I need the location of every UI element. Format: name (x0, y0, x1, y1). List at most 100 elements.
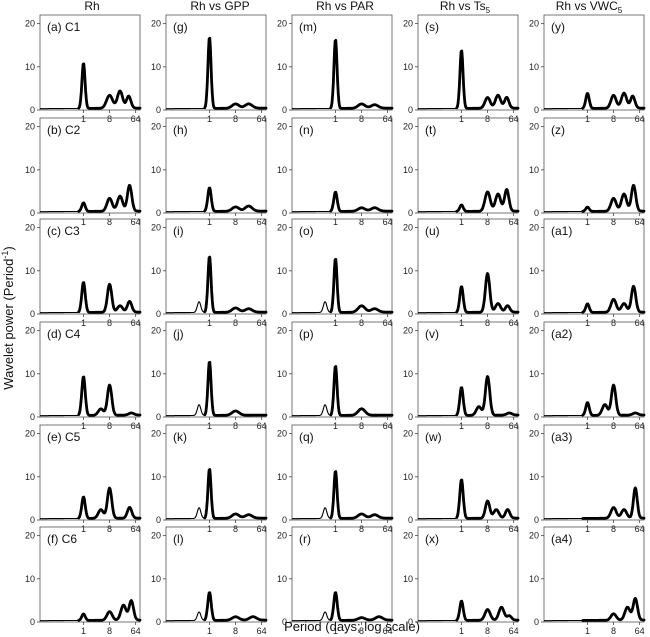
x-tick-label: 1 (333, 114, 338, 124)
panel-label: (i) (173, 224, 184, 238)
y-tick-label: 20 (277, 326, 287, 336)
y-tick-label: 0 (156, 105, 161, 115)
y-tick-label: 20 (277, 223, 287, 233)
y-tick-label: 0 (282, 617, 287, 627)
panel-label: (r) (299, 532, 311, 546)
x-tick-label: 1 (207, 114, 212, 124)
y-tick-label: 0 (156, 309, 161, 319)
panel-label: (u) (425, 224, 440, 238)
x-tick-label: 8 (485, 626, 490, 636)
x-tick-label: 8 (485, 318, 490, 328)
panel: 0 10 20 1 8 64 (t) (403, 117, 520, 227)
panel-label: (c) C3 (47, 224, 80, 238)
x-tick-label: 1 (207, 318, 212, 328)
y-tick-label: 20 (529, 531, 539, 541)
x-tick-label: 8 (359, 114, 364, 124)
column-header-text: Rh vs Ts (440, 0, 486, 13)
series-line-significant (455, 49, 520, 110)
y-tick-label: 20 (403, 122, 413, 132)
x-tick-label: 8 (233, 524, 238, 534)
x-tick-label: 64 (131, 421, 141, 431)
y-tick-label: 0 (30, 412, 35, 422)
panel-frame (417, 14, 519, 111)
x-tick-label: 64 (635, 626, 645, 636)
x-tick-label: 64 (383, 114, 393, 124)
y-tick-label: 10 (151, 62, 161, 72)
panel-frame (165, 526, 267, 623)
panel-frame (291, 424, 393, 521)
y-tick-label: 0 (408, 412, 413, 422)
x-tick-label: 1 (585, 421, 590, 431)
x-tick-label: 1 (585, 524, 590, 534)
y-tick-label: 20 (529, 223, 539, 233)
x-tick-label: 64 (257, 524, 267, 534)
panel: 0 10 20 1 8 64 (j) (151, 321, 268, 431)
x-tick-label: 64 (635, 318, 645, 328)
y-tick-label: 10 (151, 266, 161, 276)
x-tick-label: 1 (459, 524, 464, 534)
y-tick-label: 0 (30, 515, 35, 525)
x-tick-label: 64 (131, 626, 141, 636)
panel-label: (a2) (551, 327, 572, 341)
series-line-thin (40, 210, 79, 213)
series-line-thin (166, 611, 206, 622)
panel-frame (543, 526, 645, 623)
x-tick-label: 8 (611, 217, 616, 227)
series-line-significant (203, 468, 268, 520)
y-tick-label: 20 (25, 223, 35, 233)
x-axis-title: Period (days; log scale) (284, 619, 420, 634)
y-tick-label: 10 (151, 369, 161, 379)
x-tick-label: 1 (81, 524, 86, 534)
y-tick-label: 0 (282, 105, 287, 115)
y-tick-label: 20 (403, 429, 413, 439)
x-tick-label: 64 (131, 318, 141, 328)
series-line-significant (203, 591, 268, 622)
x-tick-label: 1 (459, 217, 464, 227)
x-tick-label: 1 (333, 217, 338, 227)
y-tick-label: 10 (529, 266, 539, 276)
panel-label: (z) (551, 123, 565, 137)
y-tick-label: 20 (25, 122, 35, 132)
panel: 0 10 20 1 8 64 (z) (529, 117, 646, 227)
y-tick-label: 20 (151, 122, 161, 132)
series-line-thin (418, 414, 458, 417)
column-header: Rh vs Ts5 (440, 0, 491, 15)
y-tick-label: 20 (277, 122, 287, 132)
x-tick-label: 8 (485, 114, 490, 124)
y-tick-label: 10 (403, 369, 413, 379)
series-line-significant (581, 597, 646, 622)
series-line-thin (418, 107, 458, 110)
panel: 0 10 20 1 8 64 (f) C6 (25, 526, 142, 636)
x-tick-label: 64 (635, 421, 645, 431)
x-tick-label: 64 (383, 524, 393, 534)
y-tick-label: 10 (529, 574, 539, 584)
y-tick-label: 10 (151, 165, 161, 175)
column-header-text: Rh vs GPP (190, 0, 249, 13)
y-tick-label: 20 (25, 19, 35, 29)
y-tick-label: 0 (408, 309, 413, 319)
panel-frame (165, 424, 267, 521)
panel-frame (165, 218, 267, 315)
x-tick-label: 8 (233, 318, 238, 328)
panel-label: (n) (299, 123, 314, 137)
panel-label: (a4) (551, 532, 572, 546)
y-tick-label: 10 (529, 472, 539, 482)
panel-label: (b) C2 (47, 123, 81, 137)
series-line-significant (329, 190, 394, 213)
x-tick-label: 8 (107, 114, 112, 124)
x-tick-label: 8 (233, 626, 238, 636)
x-tick-label: 8 (485, 524, 490, 534)
x-tick-label: 1 (81, 626, 86, 636)
panel: 0 10 20 1 8 64 (v) (403, 321, 520, 431)
panel-frame (39, 218, 141, 315)
series-line-significant (581, 383, 646, 417)
x-tick-label: 1 (333, 421, 338, 431)
x-tick-label: 8 (359, 524, 364, 534)
panel: 0 10 20 1 8 64 (a2) (529, 321, 646, 431)
series-line-thin (40, 414, 80, 417)
y-tick-label: 10 (277, 369, 287, 379)
y-tick-label: 0 (534, 617, 539, 627)
y-tick-label: 0 (282, 412, 287, 422)
series-line-significant (77, 599, 142, 622)
